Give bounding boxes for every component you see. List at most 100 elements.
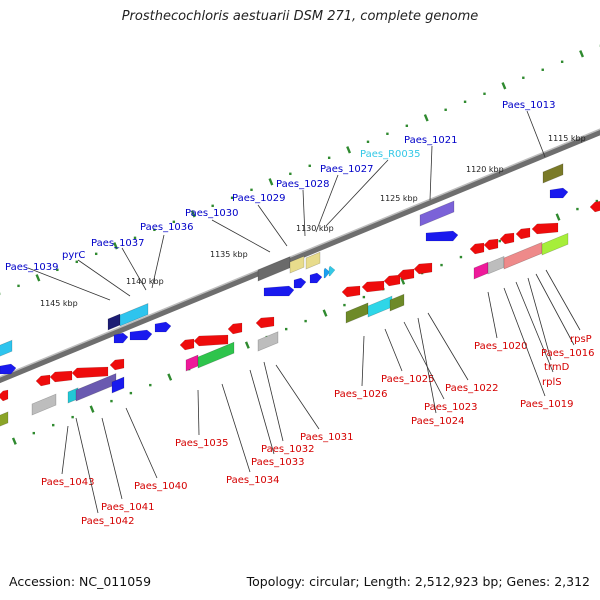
reverse-gene-box: [389, 293, 405, 312]
minor-tick: [75, 260, 78, 264]
major-tick: [268, 178, 274, 186]
reverse-gene-label: Paes_1023: [424, 402, 478, 413]
major-tick: [346, 146, 352, 154]
reverse-gene-arrow: [383, 274, 401, 287]
minor-tick: [289, 172, 292, 176]
reverse-gene-label: Paes_1041: [101, 502, 155, 513]
reverse-gene-box: [503, 241, 543, 270]
leader-line: [487, 291, 498, 339]
reverse-gene-arrow: [413, 262, 433, 275]
major-tick: [400, 277, 406, 285]
reverse-gene-arrow-arrow: [35, 374, 51, 387]
reverse-gene-arrow-arrow: [589, 201, 600, 213]
reverse-gene-box: [487, 255, 505, 275]
minor-tick: [133, 236, 137, 240]
reverse-gene-arrow-arrow: [109, 358, 125, 371]
reverse-gene-label: Paes_1025: [381, 374, 435, 385]
reverse-gene-arrow: [71, 366, 109, 379]
forward-gene-arrow-arrow: [309, 272, 323, 284]
reverse-gene-box-shape: [257, 331, 279, 352]
reverse-gene-arrow-arrow: [361, 280, 385, 293]
reverse-gene-box-shape: [185, 354, 199, 372]
forward-gene-arrow: [129, 329, 153, 341]
forward-gene-box: [257, 256, 291, 282]
reverse-gene-label: Paes_1031: [300, 432, 354, 443]
reverse-gene-label: Paes_1034: [226, 475, 280, 486]
minor-tick: [440, 263, 443, 267]
reverse-gene-label: Paes_1040: [134, 481, 188, 492]
leader-line: [302, 189, 306, 237]
leader-line: [515, 281, 554, 373]
upper-scale-line: [0, 44, 600, 296]
leader-line: [527, 277, 552, 361]
reverse-gene-box: [0, 411, 9, 427]
genome-backbone-highlight: [0, 128, 600, 378]
major-tick: [501, 82, 507, 90]
leader-line: [361, 335, 365, 387]
reverse-gene-label: Paes_1042: [81, 516, 135, 527]
minor-tick: [250, 188, 253, 192]
reverse-gene-label: rpsP: [570, 334, 592, 345]
forward-gene-label: pyrC: [62, 250, 85, 261]
kbp-label: 1145 kbp: [40, 299, 78, 308]
reverse-gene-box: [541, 232, 569, 256]
reverse-gene-arrow-arrow: [227, 322, 243, 335]
minor-tick: [17, 284, 20, 288]
forward-gene-box-shape: [289, 255, 305, 274]
minor-tick: [560, 60, 564, 63]
leader-line: [429, 145, 433, 201]
reverse-gene-arrow: [193, 334, 229, 347]
minor-tick: [405, 124, 409, 127]
leader-line: [417, 317, 437, 414]
reverse-gene-box-shape: [487, 255, 505, 275]
leader-line: [211, 219, 271, 253]
minor-tick: [498, 239, 501, 243]
major-tick: [244, 341, 250, 349]
reverse-gene-box-shape: [111, 376, 125, 394]
reverse-gene-label: Paes_1016: [541, 348, 595, 359]
forward-gene-arrow-arrow: [425, 230, 459, 242]
leader-line: [403, 321, 445, 400]
minor-tick: [541, 68, 544, 71]
forward-gene-arrow-arrow: [263, 285, 295, 297]
reverse-gene-arrow-arrow: [397, 268, 415, 281]
forward-gene-label: Paes_1036: [140, 222, 194, 233]
reverse-gene-arrow: [499, 232, 515, 245]
reverse-gene-arrow: [179, 338, 195, 351]
forward-gene-box: [119, 303, 149, 327]
reverse-gene-arrow: [483, 238, 499, 251]
reverse-gene-box-shape: [389, 293, 405, 312]
forward-gene-arrow-arrow: [154, 321, 172, 333]
rna-gene-arrow: [323, 267, 331, 279]
minor-tick: [149, 383, 152, 387]
reverse-gene-arrow: [515, 227, 531, 240]
reverse-gene-arrow-arrow: [341, 285, 361, 298]
leader-line: [77, 259, 131, 297]
minor-tick: [362, 295, 366, 299]
forward-gene-label: Paes_1021: [404, 135, 458, 146]
reverse-gene-arrow: [341, 285, 361, 298]
minor-tick: [71, 415, 74, 419]
minor-tick: [94, 252, 98, 256]
leader-line: [545, 269, 581, 331]
forward-gene-label: Paes_1028: [276, 179, 330, 190]
minor-tick: [129, 391, 133, 395]
forward-gene-box: [289, 255, 305, 274]
minor-tick: [110, 399, 113, 403]
reverse-gene-arrow: [589, 201, 600, 213]
forward-gene-label: Paes_1029: [232, 193, 286, 204]
reverse-gene-arrow: [227, 322, 243, 335]
leader-line: [325, 159, 389, 227]
minor-tick: [459, 255, 463, 259]
major-tick: [35, 274, 41, 282]
leader-line: [125, 407, 158, 479]
reverse-gene-box: [345, 302, 369, 324]
forward-gene-box-shape: [119, 303, 149, 327]
forward-gene-arrow: [309, 272, 323, 284]
kbp-label: 1130 kbp: [296, 224, 334, 233]
reverse-gene-label: Paes_1026: [334, 389, 388, 400]
forward-gene-box-shape: [419, 200, 455, 227]
forward-gene-box: [419, 200, 455, 227]
rna-gene-arrow-arrow: [323, 267, 331, 279]
reverse-gene-label: Paes_1032: [261, 444, 315, 455]
